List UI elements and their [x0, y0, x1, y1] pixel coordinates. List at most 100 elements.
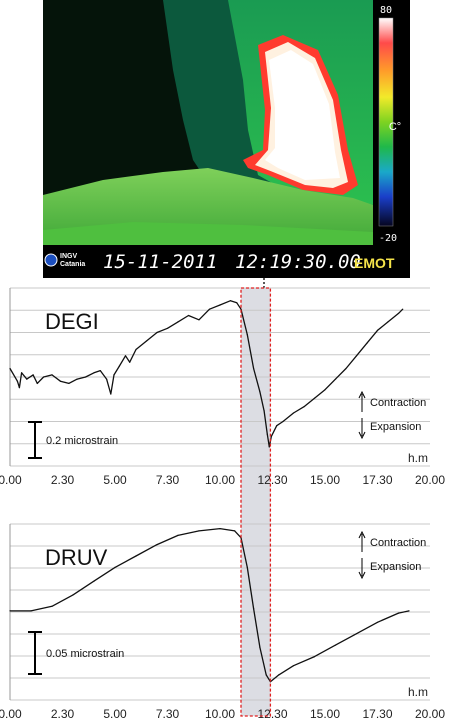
- x-tick-label: 2.30: [51, 707, 75, 721]
- data-point: [246, 334, 248, 336]
- degi-chart: 0.00 2.30 5.00 7.30 10.00 12.30 15.00 17.30 20.0…: [0, 287, 445, 487]
- data-point: [376, 621, 379, 623]
- x-tick-label: 17.30: [362, 473, 392, 487]
- data-point: [219, 304, 221, 306]
- colorbar-unit: C°: [389, 121, 401, 133]
- data-point: [21, 372, 23, 374]
- data-point: [26, 378, 28, 380]
- data-point: [259, 646, 261, 648]
- data-point: [114, 566, 116, 568]
- data-point: [110, 393, 112, 395]
- data-point: [51, 605, 53, 607]
- data-point: [345, 367, 347, 370]
- data-point: [253, 608, 255, 610]
- data-point: [387, 321, 389, 323]
- data-point: [324, 389, 326, 391]
- contraction-arrow-head: [358, 530, 366, 539]
- data-point: [376, 329, 379, 331]
- data-point: [246, 566, 248, 568]
- data-point: [68, 382, 70, 384]
- data-point: [268, 446, 270, 448]
- expansion-arrow-head: [358, 571, 366, 580]
- x-tick-label: 10.00: [205, 473, 235, 487]
- data-point: [219, 528, 221, 530]
- data-point: [93, 580, 95, 582]
- data-point: [72, 594, 74, 596]
- data-point: [408, 610, 410, 612]
- data-point: [177, 321, 179, 323]
- data-point: [156, 544, 158, 546]
- data-point: [113, 374, 115, 376]
- data-point: [106, 378, 108, 380]
- data-point: [198, 530, 200, 532]
- data-point: [118, 365, 120, 367]
- data-point: [355, 633, 358, 635]
- series-line: [10, 527, 410, 683]
- data-point: [51, 374, 53, 376]
- x-tick-label: 12.30: [257, 473, 287, 487]
- data-point: [30, 610, 32, 612]
- institute-city: Catania: [60, 261, 85, 268]
- data-point: [18, 387, 20, 389]
- data-point: [366, 342, 368, 344]
- data-point: [270, 435, 272, 437]
- data-point: [282, 420, 284, 423]
- data-point: [263, 410, 265, 412]
- x-tick-label: 15.00: [310, 473, 340, 487]
- data-point: [266, 433, 268, 435]
- data-point: [292, 412, 295, 414]
- data-point: [129, 361, 131, 363]
- data-point: [397, 312, 400, 314]
- data-point: [124, 355, 127, 357]
- data-point: [43, 376, 45, 378]
- x-tick-label: 0.00: [0, 473, 22, 487]
- x-tick-label: 7.30: [156, 707, 180, 721]
- data-point: [208, 308, 211, 310]
- data-point: [93, 372, 95, 374]
- contraction-label: Contraction: [370, 397, 426, 409]
- contraction-arrow-head: [358, 390, 366, 399]
- data-point: [135, 555, 137, 557]
- data-point: [36, 382, 38, 384]
- data-point: [292, 665, 295, 667]
- scale-bar-label: 0.2 microstrain: [46, 435, 118, 447]
- data-point: [397, 612, 400, 614]
- chart-title: DRUV: [45, 545, 108, 570]
- data-point: [355, 355, 358, 357]
- data-point: [145, 340, 148, 342]
- x-tick-label: 5.00: [103, 473, 127, 487]
- data-point: [32, 374, 34, 376]
- series-line: [9, 300, 404, 448]
- x-tick-label: 12.30: [257, 707, 287, 721]
- druv-chart: 0.00 2.30 5.00 7.30 10.00 12.30 15.00 17.30 20.0…: [0, 523, 445, 721]
- data-point: [187, 314, 190, 317]
- data-point: [278, 674, 280, 676]
- data-point: [334, 378, 337, 380]
- ingv-logo-icon: [44, 253, 58, 267]
- x-tick-label: 20.00: [415, 707, 445, 721]
- data-point: [16, 380, 18, 382]
- x-tick-label: 15.00: [310, 707, 340, 721]
- colorbar-max: 80: [380, 5, 392, 16]
- data-point: [303, 406, 305, 408]
- data-point: [76, 378, 78, 380]
- x-tick-label: 0.00: [0, 707, 22, 721]
- data-point: [166, 327, 169, 329]
- strain-charts: 0.00 2.30 5.00 7.30 10.00 12.30 15.00 17.30 20.0…: [0, 278, 445, 721]
- data-point: [313, 397, 316, 399]
- x-axis-label: h.m: [408, 685, 428, 699]
- data-point: [276, 425, 278, 427]
- institute-name: INGV: [60, 253, 77, 260]
- data-point: [313, 656, 316, 658]
- x-tick-label: 5.00: [103, 707, 127, 721]
- data-point: [253, 367, 255, 370]
- data-point: [265, 674, 267, 676]
- info-bar: [43, 245, 410, 278]
- data-point: [240, 308, 242, 310]
- x-tick-label: 10.00: [205, 707, 235, 721]
- x-tick-label: 20.00: [415, 473, 445, 487]
- temperature-colorbar: [378, 17, 394, 227]
- capture-date: 15-11-2011: [103, 251, 217, 273]
- data-point: [198, 319, 200, 321]
- expansion-arrow-head: [358, 431, 366, 440]
